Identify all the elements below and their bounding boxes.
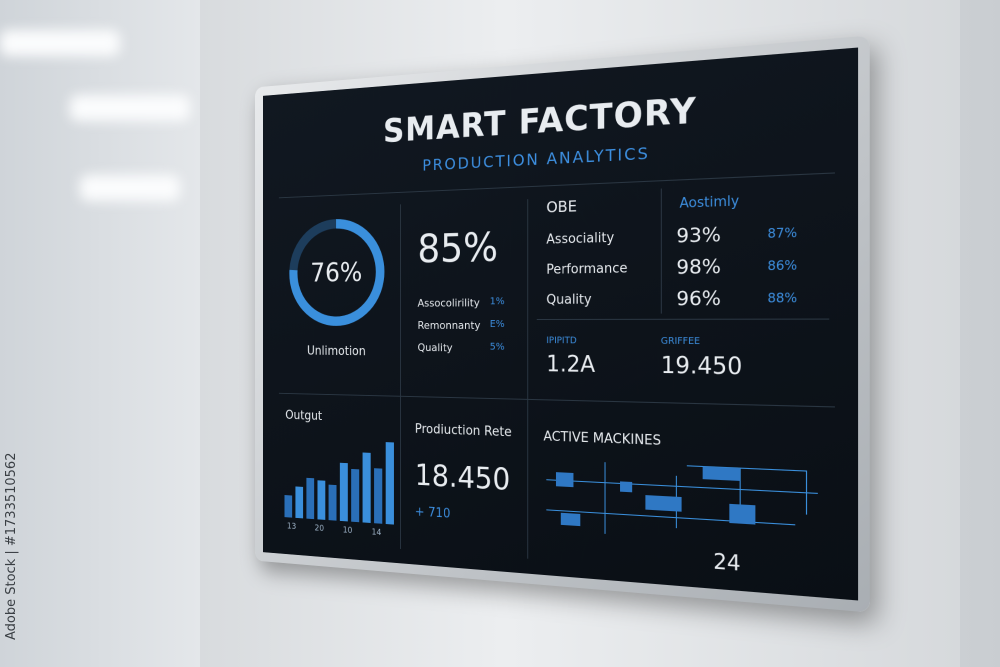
divider xyxy=(400,204,401,549)
donut-value: 76% xyxy=(310,255,363,288)
oee-target: 86% xyxy=(767,257,798,274)
output-title: Outgut xyxy=(285,408,323,424)
summary-value: 85% xyxy=(417,225,499,273)
watermark: Adobe Stock | #1733510562 xyxy=(4,452,19,640)
map-line xyxy=(546,460,817,548)
stat-label: IPIPITD xyxy=(546,336,577,347)
bar xyxy=(317,480,326,520)
bar-chart xyxy=(284,442,394,525)
x-label: 14 xyxy=(371,527,382,538)
bar xyxy=(328,484,337,521)
machine xyxy=(555,472,574,488)
oee-label: Quality xyxy=(546,292,592,308)
machines-count: 24 xyxy=(713,548,741,576)
bar xyxy=(306,477,315,520)
oee-target: 87% xyxy=(767,225,798,242)
divider xyxy=(536,318,830,320)
ceiling-light xyxy=(80,175,180,201)
divider xyxy=(527,199,529,559)
bar xyxy=(295,486,304,519)
summary-label: Quality xyxy=(417,341,453,355)
machine xyxy=(702,466,741,481)
x-label: 13 xyxy=(286,521,297,532)
oee-label: Associality xyxy=(546,230,615,248)
ceiling-light xyxy=(70,95,190,121)
machine xyxy=(645,495,682,512)
oee-title: OBE xyxy=(546,197,577,217)
machine-map xyxy=(537,449,829,560)
summary-value: E% xyxy=(489,319,505,330)
bar xyxy=(362,452,371,523)
stat-value: 19.450 xyxy=(660,353,743,381)
oee-value: 98% xyxy=(676,255,722,279)
summary-label: Assocolirility xyxy=(417,296,480,310)
oee-value: 93% xyxy=(676,223,722,248)
ceiling-light xyxy=(0,30,120,56)
bar xyxy=(374,468,383,524)
production-value: 18.450 xyxy=(414,458,511,498)
oee-value: 96% xyxy=(676,286,722,311)
oee-column: Aostimly xyxy=(679,193,740,212)
stat-label: GRIFFEE xyxy=(660,336,701,348)
stat-value: 1.2A xyxy=(546,352,596,379)
monitor-frame: SMART FACTORY PRODUCTION ANALYTICS 76% U… xyxy=(255,35,870,613)
bar xyxy=(351,468,360,523)
machine xyxy=(729,503,756,525)
screen: SMART FACTORY PRODUCTION ANALYTICS 76% U… xyxy=(262,47,859,601)
divider xyxy=(278,392,835,408)
x-label: 20 xyxy=(314,523,325,534)
donut-label: Unlimotion xyxy=(306,344,366,360)
bar xyxy=(385,442,394,525)
oee-target: 88% xyxy=(767,290,798,306)
summary-label: Remonnanty xyxy=(417,319,481,332)
machines-title: ACTIVE MACKINES xyxy=(543,429,662,450)
machine xyxy=(560,512,581,527)
divider xyxy=(660,188,662,314)
production-title: Prodiuction Rete xyxy=(414,422,512,441)
x-label: 10 xyxy=(342,525,353,536)
production-delta: + 710 xyxy=(414,504,451,522)
summary-value: 1% xyxy=(489,296,505,308)
machine xyxy=(620,481,633,493)
bar xyxy=(284,495,293,518)
oee-label: Performance xyxy=(546,261,628,278)
bar xyxy=(339,462,348,522)
summary-value: 5% xyxy=(489,341,505,353)
